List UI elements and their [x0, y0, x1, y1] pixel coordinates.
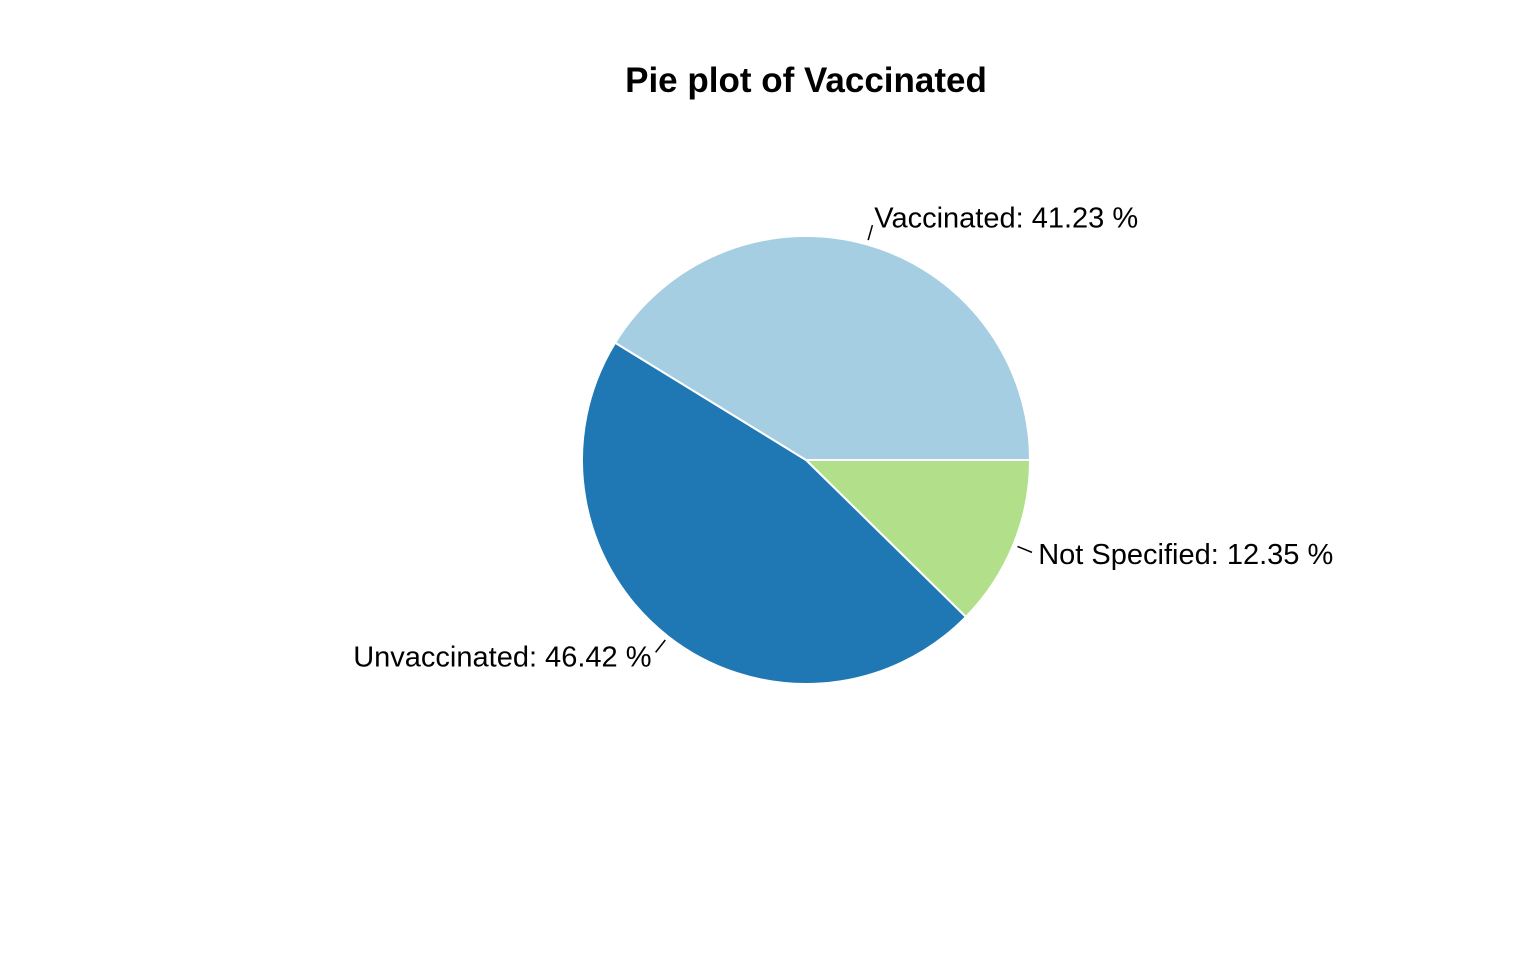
slice-label-unvaccinated: Unvaccinated: 46.42 % — [353, 642, 651, 674]
leader-line-unvaccinated — [655, 639, 666, 653]
pie-slice-not-specified — [803, 459, 1032, 619]
slice-label-vaccinated: Vaccinated: 41.23 % — [874, 203, 1138, 235]
chart-title: Pie plot of Vaccinated — [625, 61, 987, 100]
pie-slices — [580, 235, 1032, 685]
pie-leader-lines — [655, 224, 1033, 653]
pie-slice-vaccinated — [613, 235, 1032, 461]
pie-slice-unvaccinated — [580, 341, 968, 685]
leader-line-not-specified — [1017, 545, 1033, 554]
leader-line-vaccinated — [867, 224, 874, 241]
slice-label-not-specified: Not Specified: 12.35 % — [1038, 539, 1333, 571]
pie-labels: Not Specified: 12.35 % Unvaccinated: 46.4… — [353, 203, 1333, 674]
